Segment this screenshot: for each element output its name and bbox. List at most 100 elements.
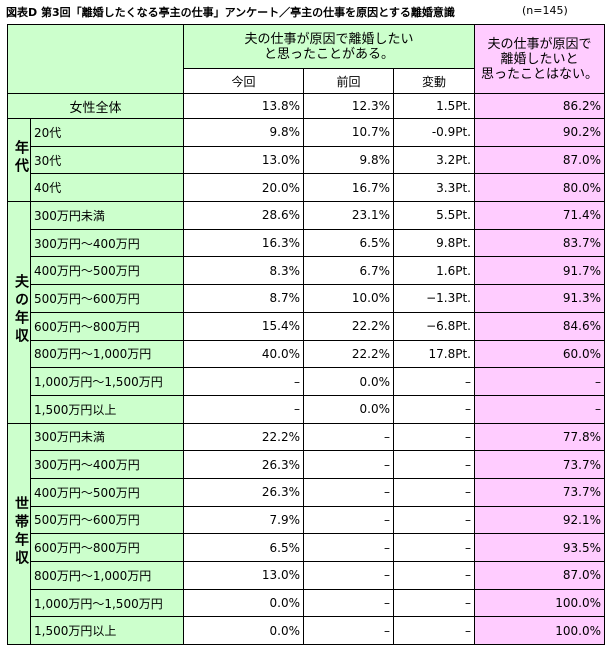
value-cell: 8.3% <box>183 256 304 286</box>
row-label: 1,000万円～1,500万円 <box>30 588 184 618</box>
value-cell: 13.0% <box>183 145 304 175</box>
value-cell: 84.6% <box>474 311 605 341</box>
value-cell: 20.0% <box>183 173 304 203</box>
value-cell: 16.7% <box>303 173 394 203</box>
value-cell: 7.9% <box>183 505 304 535</box>
value-cell: – <box>303 588 394 618</box>
value-cell: 22.2% <box>183 422 304 452</box>
data-row: 800万円～1,000万円 13.0% – –87.0% <box>8 561 605 590</box>
value-cell: – <box>393 533 475 562</box>
data-row: 600万円～800万円 15.4% 22.2% −6.8Pt. 84.6% <box>8 311 605 341</box>
value-cell: 100.0% <box>474 616 605 646</box>
row-label: 30代 <box>30 145 184 175</box>
value-cell: 87.0% <box>474 145 605 175</box>
value-cell: – <box>303 422 394 452</box>
data-row: 1,000万円～1,500万円 –0.0% – – <box>8 367 605 396</box>
value-cell: 87.0% <box>474 561 605 590</box>
value-cell: – <box>393 588 475 618</box>
value-cell: – <box>393 450 475 479</box>
value-cell: – <box>303 450 394 479</box>
value-cell: 100.0% <box>474 588 605 618</box>
row-label: 20代 <box>30 118 184 147</box>
header-line: 夫の仕事が原因で <box>487 36 592 52</box>
data-row: 1,000万円～1,500万円 0.0% – –100.0% <box>8 588 605 618</box>
value-cell: 23.1% <box>303 201 394 230</box>
data-row: 400万円～500万円 8.3% 6.7% 1.6Pt. 91.7% <box>8 256 605 286</box>
value-cell: 83.7% <box>474 228 605 258</box>
value-cell: 73.7% <box>474 450 605 479</box>
data-row: 1,500万円以上 0.0% – –100.0% <box>8 616 605 646</box>
value-cell: 73.7% <box>474 477 605 507</box>
header-line: 思ったことはない。 <box>480 66 598 82</box>
value-cell: 6.7% <box>303 256 394 286</box>
data-row: 30代 13.0% 9.8% 3.2Pt. 87.0% <box>8 145 605 175</box>
section-text: 夫の年収 <box>13 274 29 347</box>
value-cell: −6.8Pt. <box>393 311 475 341</box>
row-label: 600万円～800万円 <box>30 533 184 562</box>
row-label: 500万円～600万円 <box>30 284 184 313</box>
data-row: 400万円～500万円 26.3% – –73.7% <box>8 477 605 507</box>
value-cell: 26.3% <box>183 477 304 507</box>
row-label: 1,500万円以上 <box>30 394 184 424</box>
value-cell: – <box>393 616 475 646</box>
value-cell: 15.4% <box>183 311 304 341</box>
header-row: 今回 前回 変動 <box>8 68 605 94</box>
value-cell: 5.5Pt. <box>393 201 475 230</box>
value-cell: 10.0% <box>303 284 394 313</box>
total-row: 女性全体 13.8% 12.3% 1.5Pt. 86.2% <box>7 93 605 119</box>
data-row: 40代 20.0% 16.7% 3.3Pt. 80.0% <box>8 173 605 203</box>
data-row: 600万円～800万円 6.5% – –93.5% <box>8 533 605 562</box>
value-cell: 12.3% <box>303 93 394 119</box>
value-cell: 16.3% <box>183 228 304 258</box>
value-cell: – <box>393 394 475 424</box>
column-header: 変動 <box>393 68 475 94</box>
value-cell: – <box>303 505 394 535</box>
value-cell: 92.1% <box>474 505 605 535</box>
value-cell: 3.3Pt. <box>393 173 475 203</box>
value-cell: 77.8% <box>474 422 605 452</box>
data-row: 世帯年収 300万円未満 22.2% – –77.8% <box>7 422 605 646</box>
title: 図表D 第3回「離婚したくなる亭主の仕事」アンケート／亭主の仕事を原因とする離婚… <box>6 6 455 19</box>
value-cell: 9.8Pt. <box>393 228 475 258</box>
value-cell: – <box>393 561 475 590</box>
value-cell: 26.3% <box>183 450 304 479</box>
data-row: 300万円～400万円 16.3% 6.5% 9.8Pt. 83.7% <box>8 228 605 258</box>
section-text: 世帯年収 <box>13 495 29 568</box>
value-cell: 86.2% <box>474 93 605 119</box>
value-cell: 71.4% <box>474 201 605 230</box>
row-label: 600万円～800万円 <box>30 311 184 341</box>
value-cell: 28.6% <box>183 201 304 230</box>
value-cell: 1.5Pt. <box>393 93 475 119</box>
header-group: 夫の仕事が原因で離婚したい と思ったことがある。 <box>183 24 475 69</box>
value-cell: – <box>393 505 475 535</box>
value-cell: 1.6Pt. <box>393 256 475 286</box>
column-header: 今回 <box>183 68 304 94</box>
value-cell: 13.0% <box>183 561 304 590</box>
value-cell: 91.3% <box>474 284 605 313</box>
row-label: 300万円～400万円 <box>30 450 184 479</box>
value-cell: 0.0% <box>183 616 304 646</box>
header-row: 夫の仕事が原因で離婚したい と思ったことがある。 夫の仕事が原因で 離婚したいと 思った… <box>7 24 605 94</box>
value-cell: – <box>183 394 304 424</box>
value-cell: 0.0% <box>183 588 304 618</box>
header-group: 夫の仕事が原因で 離婚したいと 思ったことはない。 <box>474 24 605 94</box>
row-label: 1,500万円以上 <box>30 616 184 646</box>
value-cell: 6.5% <box>303 228 394 258</box>
row-label: 400万円～500万円 <box>30 477 184 507</box>
row-label: 300万円未満 <box>30 201 184 230</box>
value-cell: -0.9Pt. <box>393 118 475 147</box>
row-label: 女性全体 <box>7 93 184 119</box>
data-row: 夫の年収 300万円未満 28.6% 23.1% 5.5Pt. 71.4% <box>7 201 605 424</box>
value-cell: −1.3Pt. <box>393 284 475 313</box>
row-label: 1,000万円～1,500万円 <box>30 367 184 396</box>
value-cell: 93.5% <box>474 533 605 562</box>
value-cell: 80.0% <box>474 173 605 203</box>
data-row: 800万円～1,000万円 40.0% 22.2% 17.8Pt. 60.0% <box>8 339 605 369</box>
value-cell: 22.2% <box>303 311 394 341</box>
value-cell: – <box>183 367 304 396</box>
value-cell: – <box>393 477 475 507</box>
row-label: 300万円未満 <box>30 422 184 452</box>
data-row: 年代 20代 9.8% 10.7% -0.9Pt. 90.2% <box>7 117 605 203</box>
value-cell: – <box>474 394 605 424</box>
data-row: 500万円～600万円 8.7% 10.0% −1.3Pt. 91.3% <box>8 284 605 313</box>
